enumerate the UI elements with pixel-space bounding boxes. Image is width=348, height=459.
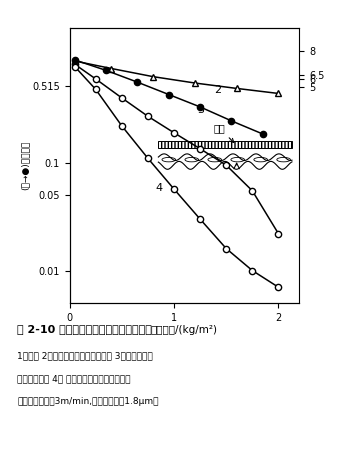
Bar bbox=[158, 141, 292, 148]
Text: 图 2-10 滤料过滤效率与滤料结构的关系: 图 2-10 滤料过滤效率与滤料结构的关系 bbox=[17, 324, 152, 334]
Ellipse shape bbox=[185, 157, 198, 162]
Text: 注：过滤风速为3m/min,粉尺中位径为1.8μm。: 注：过滤风速为3m/min,粉尺中位径为1.8μm。 bbox=[17, 397, 159, 406]
Text: 起绒: 起绒 bbox=[214, 123, 234, 143]
Ellipse shape bbox=[208, 157, 222, 162]
Y-axis label: (次→●)滤过效率: (次→●)滤过效率 bbox=[20, 140, 29, 190]
Text: 4: 4 bbox=[155, 183, 162, 193]
Ellipse shape bbox=[231, 157, 244, 162]
Ellipse shape bbox=[254, 157, 267, 162]
Text: 3: 3 bbox=[197, 105, 204, 115]
Ellipse shape bbox=[277, 157, 290, 162]
X-axis label: 粉尘负荷/(kg/m²): 粉尘负荷/(kg/m²) bbox=[151, 325, 218, 336]
Text: 2: 2 bbox=[214, 85, 221, 95]
Text: 1－素布 2－轻微起绒，由起绒侧流入 3－单面绒布，: 1－素布 2－轻微起绒，由起绒侧流入 3－单面绒布， bbox=[17, 351, 153, 360]
Ellipse shape bbox=[162, 157, 175, 162]
Text: 由起绒侧流入 4－ 单面绒布，由不起绒侧流入: 由起绒侧流入 4－ 单面绒布，由不起绒侧流入 bbox=[17, 374, 131, 383]
